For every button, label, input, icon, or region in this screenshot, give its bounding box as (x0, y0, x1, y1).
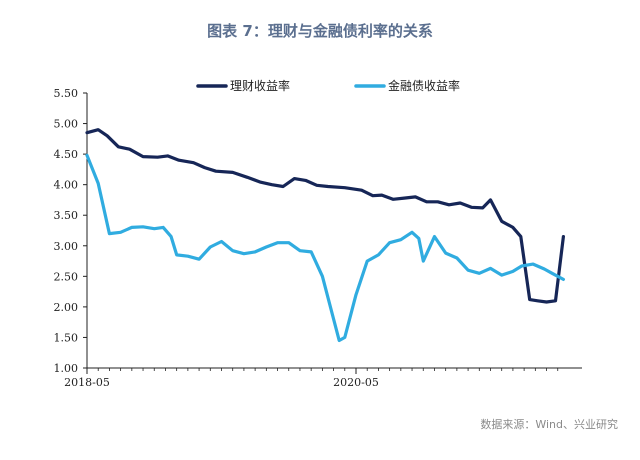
source-note: 数据来源：Wind、兴业研究 (480, 418, 618, 431)
y-tick-label: 4.50 (54, 148, 79, 161)
y-tick-label: 3.50 (54, 209, 79, 222)
y-tick-label: 1.00 (54, 362, 79, 375)
y-tick-label: 2.00 (54, 301, 79, 314)
x-tick-label: 2020-05 (333, 376, 379, 389)
legend-label-2: 金融债收益率 (388, 78, 460, 93)
y-tick-label: 3.00 (54, 240, 79, 253)
series-line-1 (85, 128, 565, 304)
legend-label-1: 理财收益率 (230, 78, 290, 93)
x-tick-label: 2018-05 (64, 376, 110, 389)
series-line-2 (85, 153, 565, 343)
chart-title: 图表 7：理财与金融债利率的关系 (207, 22, 433, 40)
y-tick-label: 2.50 (54, 270, 79, 283)
y-tick-label: 5.50 (54, 87, 79, 100)
y-tick-label: 4.00 (54, 179, 79, 192)
y-tick-label: 1.50 (54, 331, 79, 344)
y-tick-label: 5.00 (54, 118, 79, 131)
